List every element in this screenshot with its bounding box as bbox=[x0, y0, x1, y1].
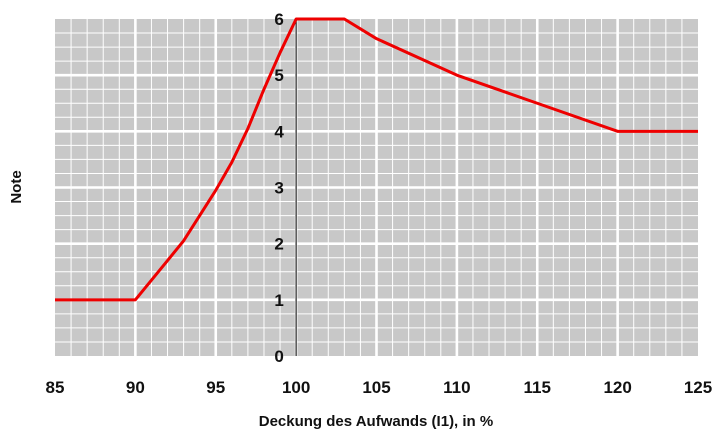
x-tick-label: 105 bbox=[362, 378, 390, 397]
x-tick-label: 110 bbox=[443, 378, 470, 397]
y-tick-labels: 0 1 2 3 4 5 6 bbox=[274, 10, 284, 366]
y-tick-label: 2 bbox=[274, 235, 283, 254]
grid bbox=[55, 19, 698, 356]
y-tick-label: 1 bbox=[274, 291, 283, 310]
x-axis-label: Deckung des Aufwands (I1), in % bbox=[259, 413, 493, 430]
x-tick-label: 100 bbox=[282, 378, 310, 397]
y-axis-label: Note bbox=[8, 170, 25, 203]
y-tick-label: 4 bbox=[274, 122, 284, 141]
y-tick-label: 0 bbox=[274, 347, 283, 366]
y-tick-label: 5 bbox=[274, 66, 283, 85]
x-tick-label: 120 bbox=[603, 378, 631, 397]
y-tick-label: 6 bbox=[274, 10, 283, 29]
x-tick-labels: 85 90 95 100 105 110 115 120 125 bbox=[46, 378, 713, 397]
x-tick-label: 95 bbox=[206, 378, 225, 397]
x-tick-label: 115 bbox=[524, 378, 551, 397]
series-line bbox=[55, 17, 698, 302]
x-tick-label: 125 bbox=[684, 378, 712, 397]
y-tick-label: 3 bbox=[274, 179, 283, 198]
x-tick-label: 90 bbox=[126, 378, 145, 397]
x-tick-label: 85 bbox=[46, 378, 65, 397]
